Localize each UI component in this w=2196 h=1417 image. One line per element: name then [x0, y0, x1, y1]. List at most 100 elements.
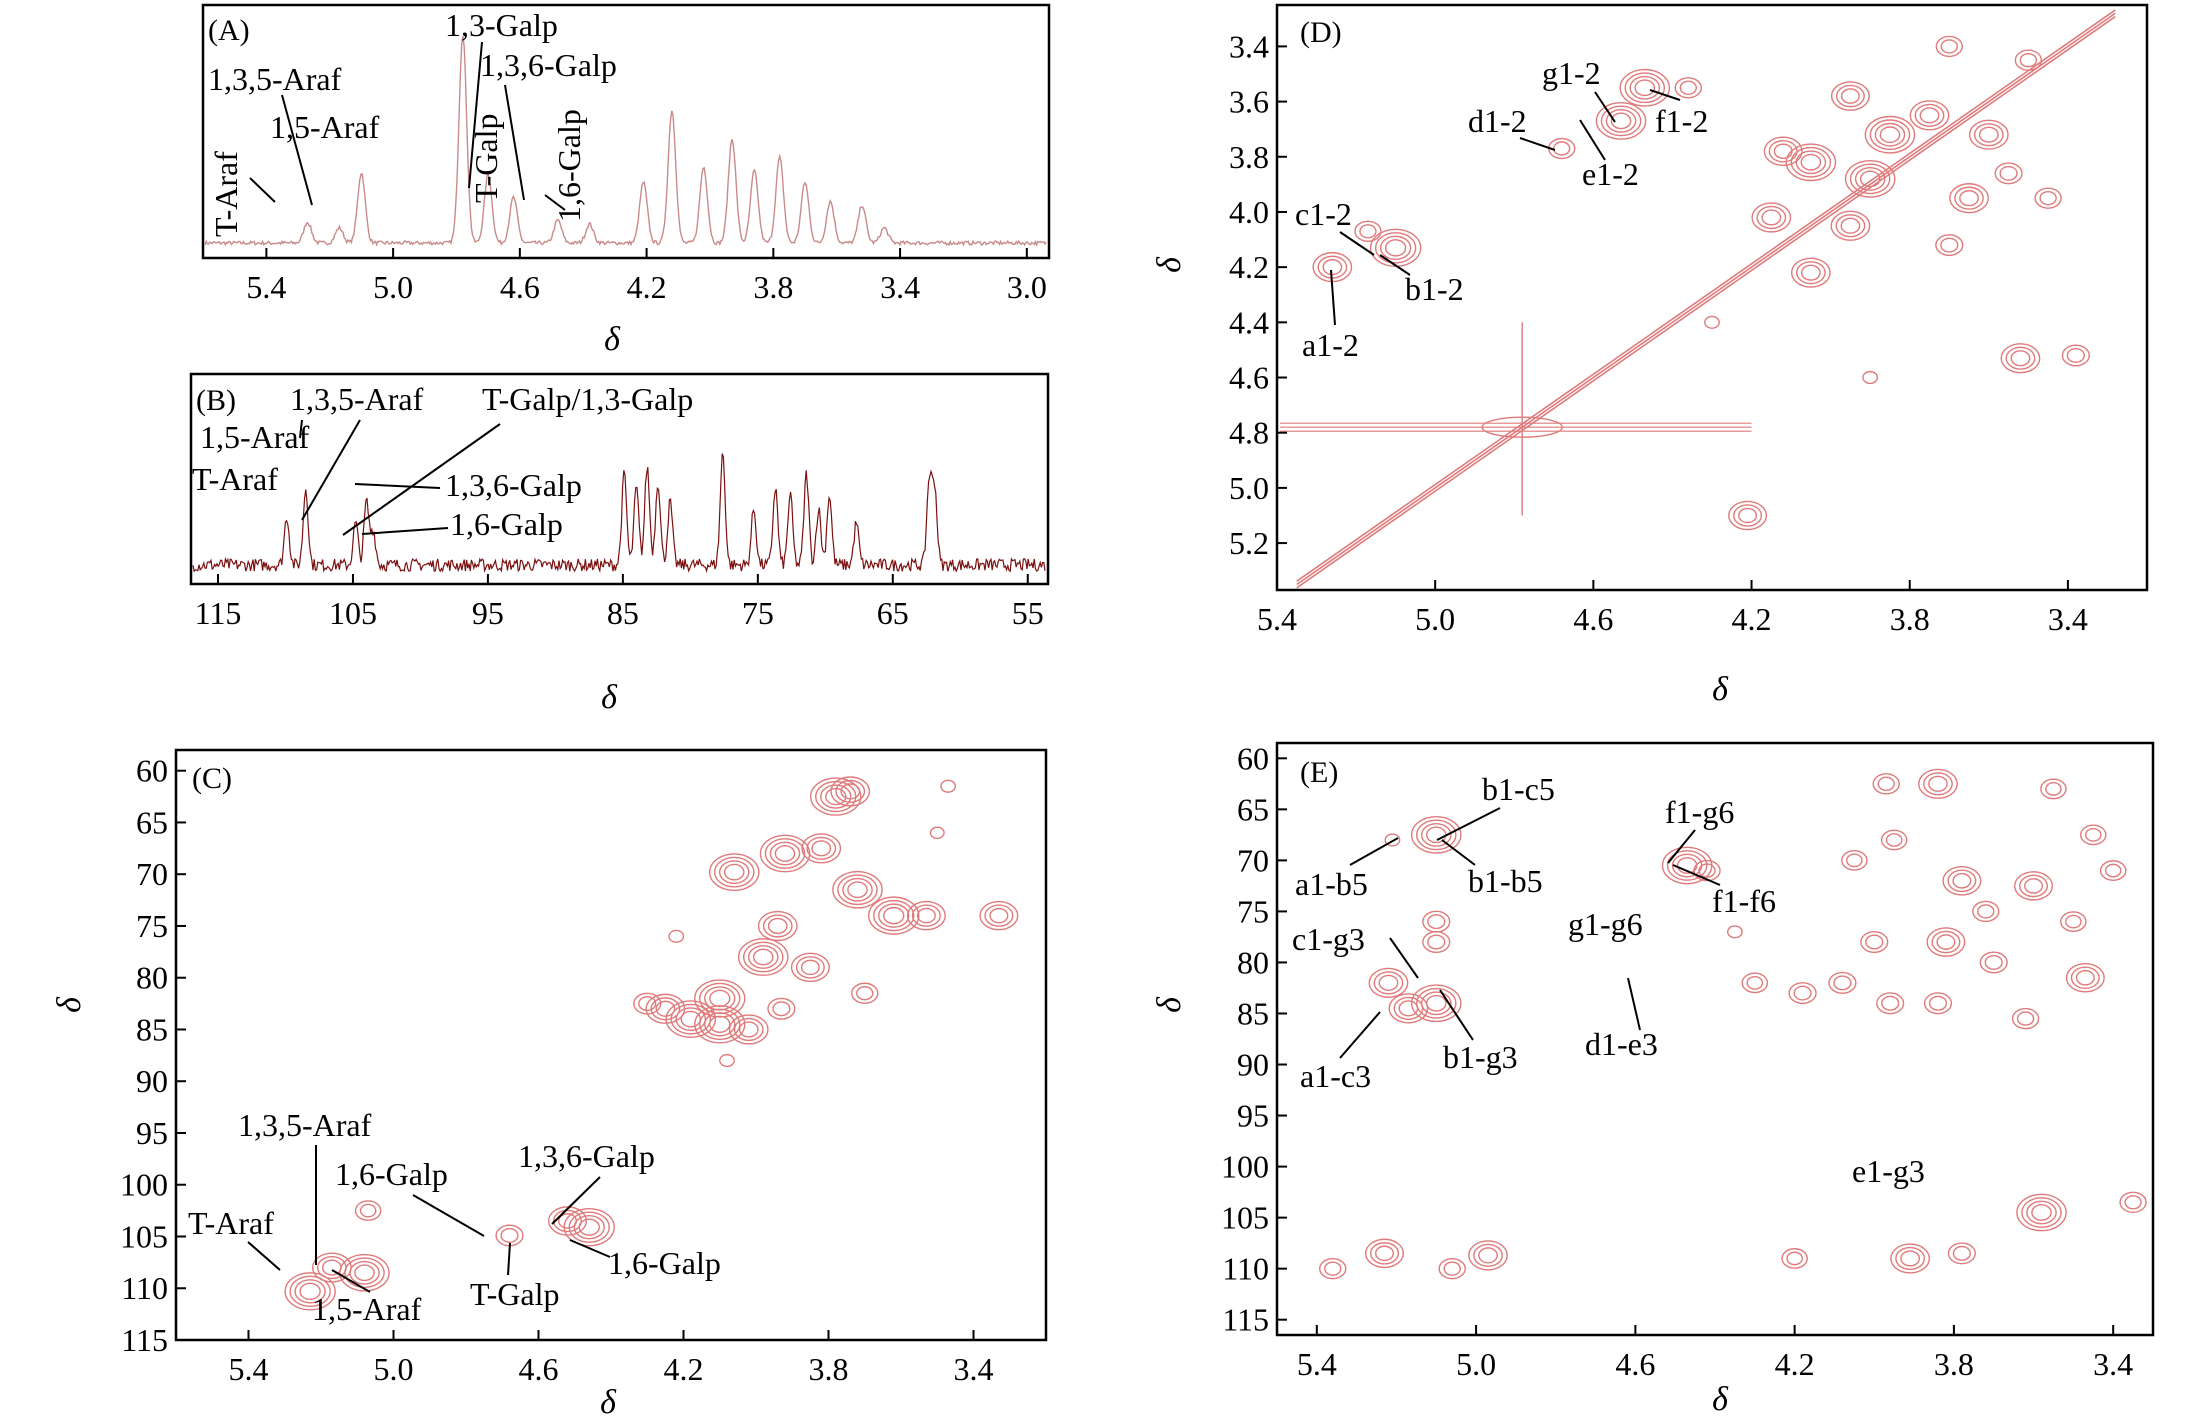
panel-d-x-axis-label: δ — [1712, 671, 1729, 708]
contour-ring — [1865, 934, 1884, 950]
y-tick-label: 100 — [120, 1167, 168, 1203]
contour-ring — [1384, 239, 1407, 257]
panel-c-label: (C) — [192, 762, 232, 795]
panel-d-annotation-f1-2: f1-2 — [1655, 103, 1708, 139]
contour-ring — [873, 899, 915, 932]
contour-ring — [916, 907, 936, 924]
contour-ring — [1844, 159, 1896, 198]
panel-c-leader-line — [412, 1194, 485, 1237]
panel-e-annotation-c1-g3: c1-g3 — [1292, 921, 1365, 957]
contour-ring — [1859, 170, 1881, 188]
contour-ring — [2119, 1191, 2147, 1214]
panel-a-annotation-t-galp: T-Galp — [468, 114, 504, 203]
contour-ring — [1786, 1251, 1803, 1266]
contour-ring — [1895, 1246, 1926, 1271]
contour-ring — [1756, 205, 1787, 230]
x-tick-label: 65 — [877, 595, 909, 631]
contour-ring — [1727, 925, 1743, 939]
panel-a-annotation-136-galp: 1,3,6-Galp — [480, 47, 617, 83]
x-tick-label: 4.6 — [519, 1351, 559, 1387]
contour-ring — [1374, 232, 1417, 264]
y-tick-label: 5.0 — [1229, 470, 1269, 506]
panel-e-annotation-b1-c5: b1-c5 — [1482, 771, 1555, 807]
contour-ring — [800, 959, 820, 976]
contour-ring — [359, 1203, 377, 1218]
contour-ring — [1800, 153, 1822, 171]
panel-c-annotation-t-araf: T-Araf — [188, 1205, 274, 1241]
panel-c-y-axis: 60 65 70 75 80 85 90 95 100 105 110 115 — [120, 753, 186, 1358]
cross-peak — [1844, 159, 1896, 198]
x-tick-label: 5.4 — [1257, 601, 1297, 637]
contour-ring — [1942, 865, 1982, 896]
panel-d-annotation-b1-2: b1-2 — [1405, 271, 1464, 307]
contour-ring — [675, 1007, 707, 1032]
cross-peak — [1319, 1257, 1347, 1280]
cross-peak — [1972, 900, 2000, 923]
contour-ring — [704, 1012, 736, 1037]
contour-ring — [1790, 146, 1832, 178]
contour-ring — [718, 860, 750, 885]
contour-ring — [1354, 220, 1382, 242]
contour-ring — [1420, 991, 1452, 1016]
contour-ring — [1835, 214, 1866, 238]
panel-a-annotations: T-Araf 1,3,5-Araf 1,5-Araf 1,3-Galp 1,3,… — [208, 7, 617, 237]
contour-ring — [1959, 190, 1979, 207]
cross-peak — [1368, 967, 1409, 998]
contour-ring — [2084, 827, 2102, 842]
contour-ring — [2070, 966, 2100, 990]
y-tick-label: 115 — [1222, 1302, 1269, 1338]
panel-d-annotations: g1-2 d1-2 f1-2 e1-2 c1-2 b1-2 a1-2 — [1295, 55, 1708, 363]
y-tick-label: 75 — [1237, 893, 1269, 929]
contour-ring — [1773, 143, 1793, 160]
panel-c: (C) 5.4 5.0 4.6 4.2 3.8 3.4 60 65 70 75 80 85 90 95 1… — [51, 748, 1048, 1417]
contour-ring — [806, 836, 837, 860]
cross-peak — [1949, 183, 1989, 214]
contour-ring — [795, 956, 825, 979]
cross-peak — [354, 1200, 382, 1222]
contour-ring — [1619, 68, 1671, 107]
contour-ring — [708, 853, 760, 892]
panel-d-annotation-e1-2: e1-2 — [1582, 156, 1639, 192]
contour-ring — [979, 900, 1019, 931]
contour-ring — [1741, 972, 1769, 994]
panel-a-annotation-16-galp: 1,6-Galp — [551, 109, 587, 222]
contour-ring — [284, 1272, 336, 1311]
contour-ring — [2061, 344, 2090, 367]
contour-ring — [1869, 119, 1911, 151]
cross-peak — [2079, 824, 2107, 846]
y-tick-label: 75 — [136, 908, 168, 944]
panel-b-leader-line — [361, 527, 449, 535]
panel-c-annotation-16-galp-2: 1,6-Galp — [608, 1245, 721, 1281]
contour-ring — [774, 845, 796, 862]
contour-ring — [837, 874, 878, 906]
cross-peak — [2061, 344, 2090, 367]
x-tick-label: 105 — [329, 595, 377, 631]
contour-ring — [1370, 1242, 1400, 1265]
y-tick-label: 4.4 — [1229, 304, 1269, 340]
contour-ring — [289, 1275, 331, 1308]
panel-b-leader-line — [342, 423, 501, 536]
cross-peak — [2065, 962, 2105, 993]
panel-e-annotation-a1-c3: a1-c3 — [1300, 1058, 1371, 1094]
contour-ring — [1860, 931, 1889, 954]
contour-ring — [1935, 234, 1964, 257]
y-tick-label: 4.0 — [1229, 194, 1269, 230]
panel-a-leader-line — [504, 84, 525, 201]
contour-ring — [2124, 1195, 2142, 1210]
panel-d-frame — [1275, 3, 2149, 592]
x-tick-label: 3.8 — [809, 1351, 849, 1387]
x-tick-label: 5.0 — [374, 1351, 414, 1387]
contour-ring — [1365, 1238, 1405, 1269]
panel-b-leader-line — [299, 419, 303, 439]
contour-ring — [1841, 849, 1868, 871]
contour-ring — [680, 1010, 702, 1028]
panel-e-x-axis-label: δ — [1712, 1381, 1729, 1417]
panel-e-y-axis-label: δ — [1151, 996, 1188, 1013]
panel-e-annotation-b1-b5: b1-b5 — [1468, 863, 1543, 899]
y-tick-label: 90 — [1237, 1047, 1269, 1083]
cross-peak — [832, 870, 883, 909]
cross-peak — [1935, 234, 1964, 257]
contour-ring — [548, 1206, 588, 1236]
x-tick-label: 3.4 — [954, 1351, 994, 1387]
panel-b-annotation-15-araf: 1,5-Araf — [200, 419, 310, 455]
